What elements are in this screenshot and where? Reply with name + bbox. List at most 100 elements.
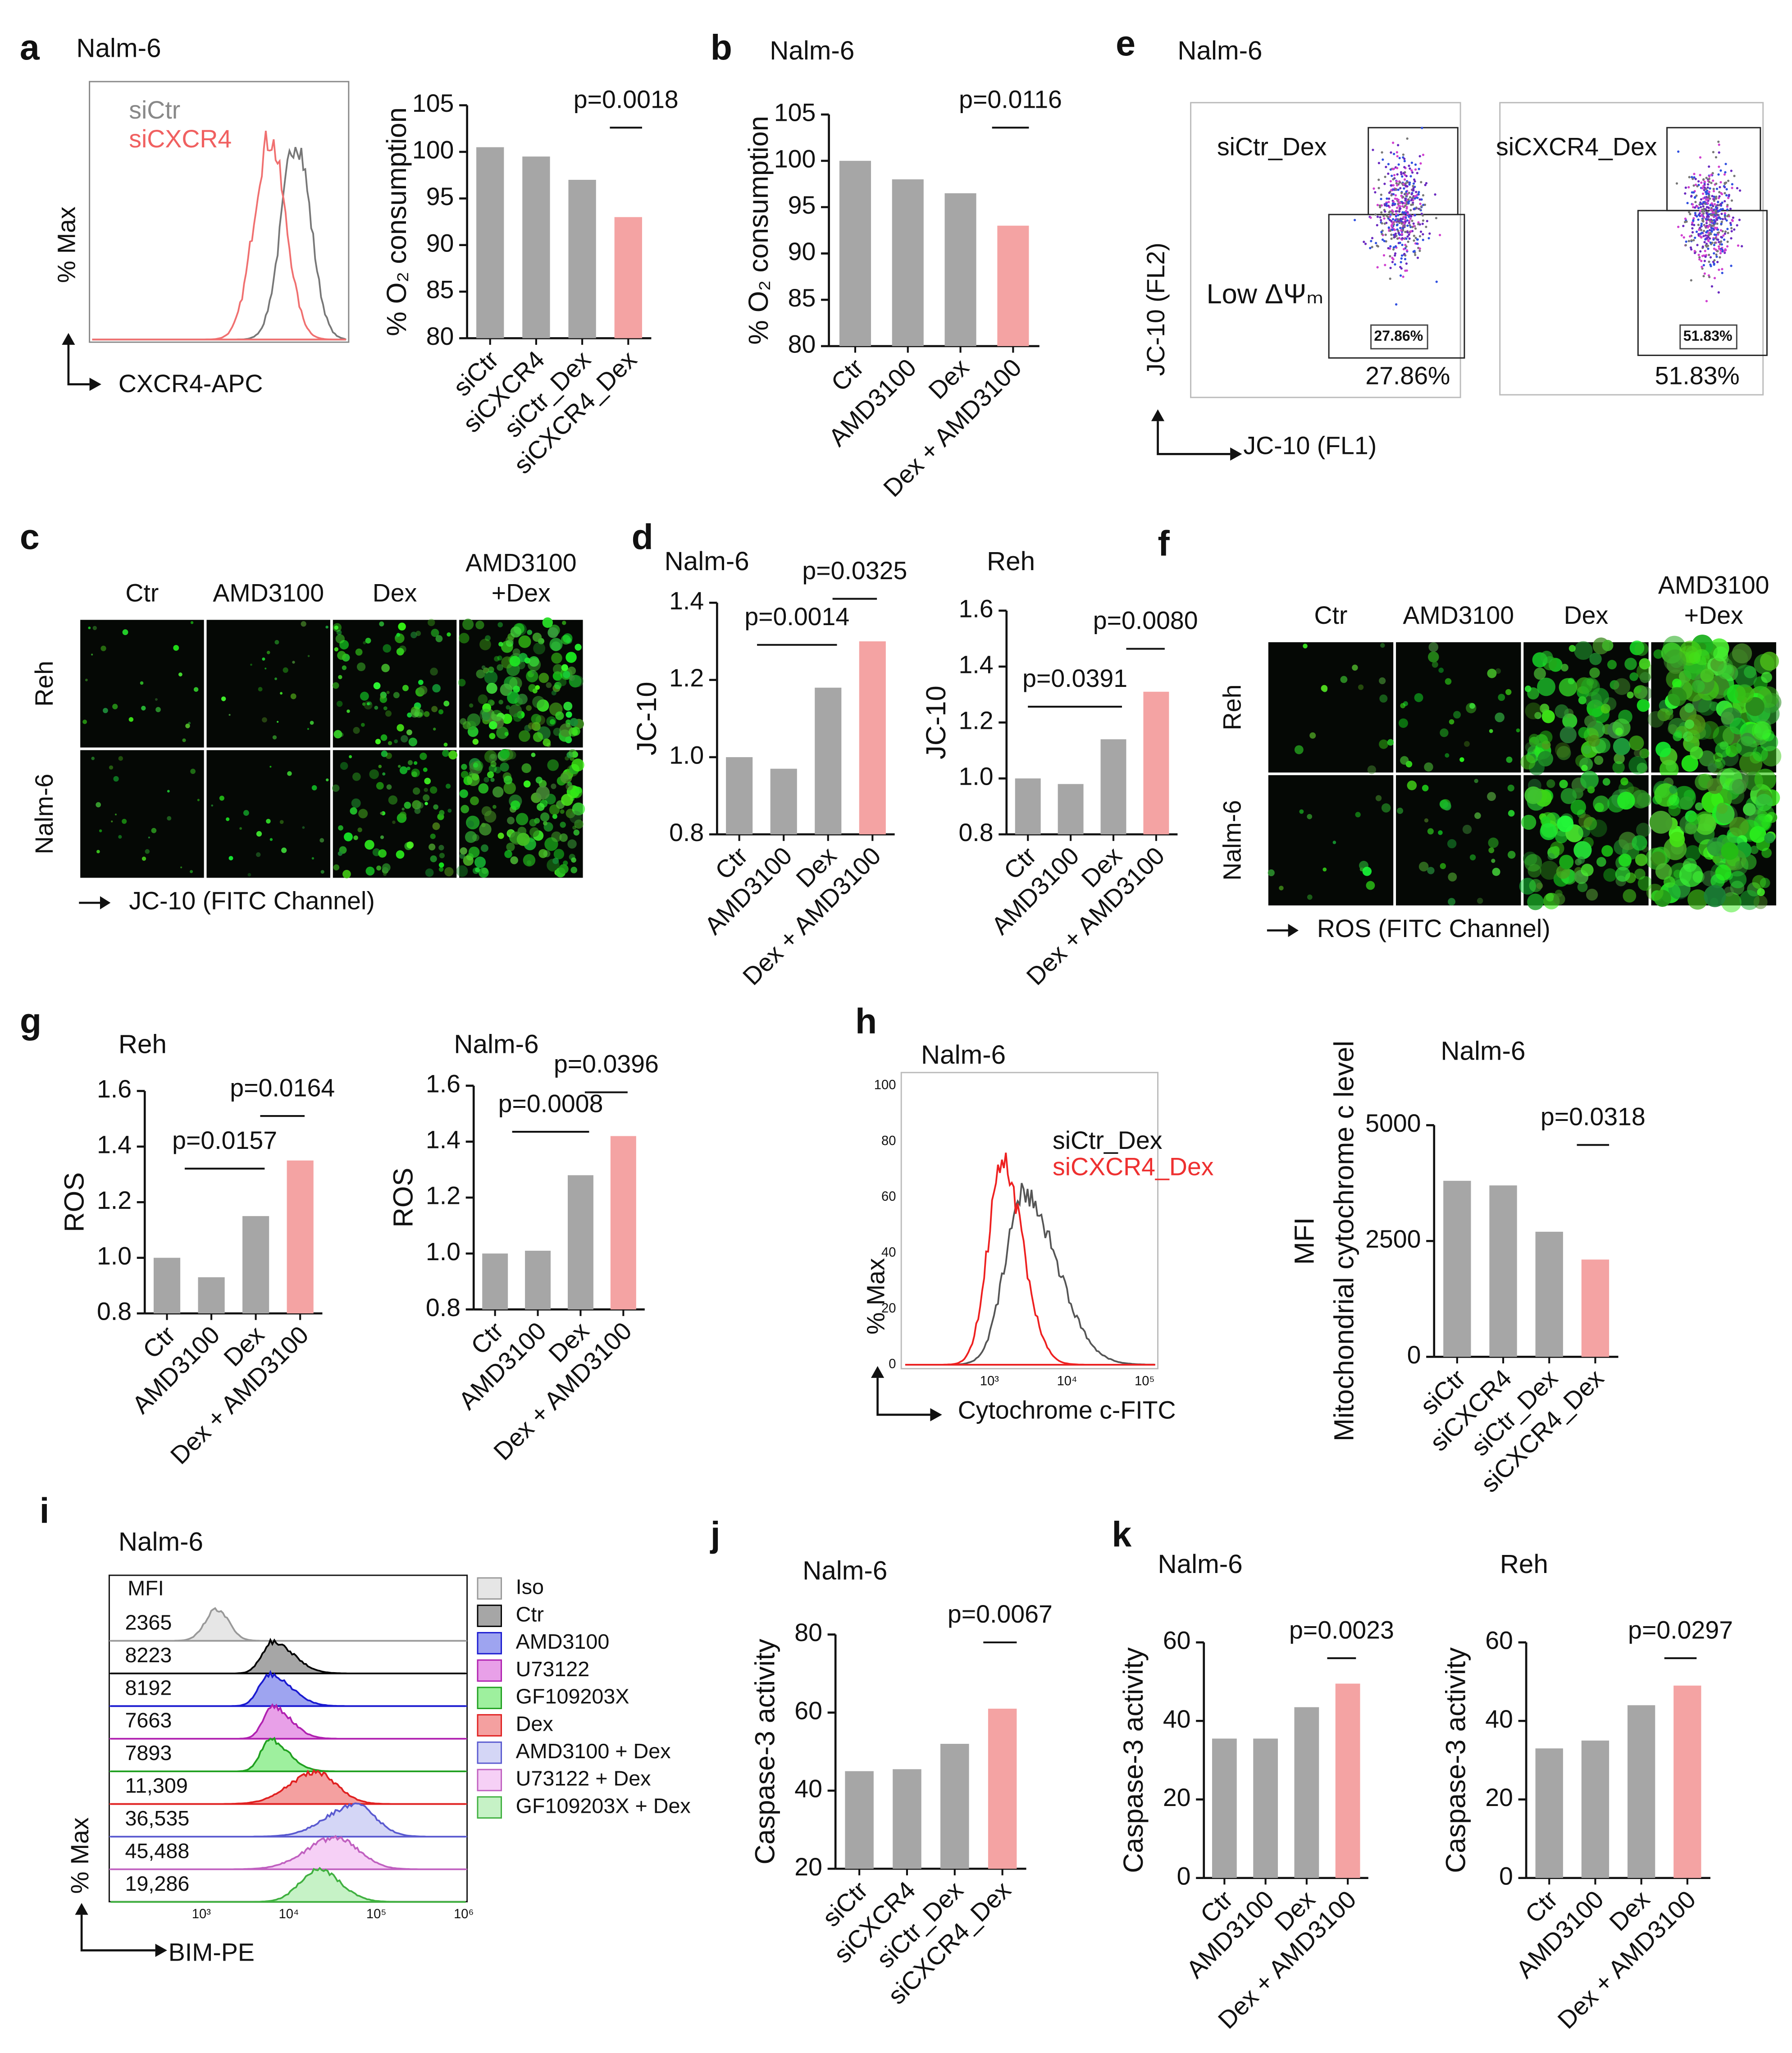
bar — [1100, 739, 1126, 835]
cell — [1366, 881, 1375, 890]
row-label: Nalm-6 — [30, 774, 58, 855]
cell — [1507, 850, 1516, 859]
event — [1408, 237, 1411, 240]
cell — [386, 784, 392, 790]
event — [1709, 241, 1712, 244]
cell — [280, 692, 283, 695]
y-tick-label: 100 — [874, 1078, 896, 1093]
event — [1391, 229, 1394, 231]
event — [1686, 201, 1689, 205]
event — [1717, 201, 1719, 204]
cell — [1581, 865, 1589, 873]
cell — [510, 800, 520, 810]
cell — [428, 618, 435, 626]
event — [1701, 210, 1704, 213]
event — [1389, 266, 1392, 270]
event — [1400, 257, 1403, 260]
cell — [1602, 640, 1614, 651]
event — [1704, 250, 1706, 252]
cell — [310, 721, 314, 725]
cell — [1687, 730, 1701, 744]
cell — [1707, 763, 1717, 773]
y-tick-label: 40 — [1163, 1705, 1191, 1733]
event — [1717, 173, 1720, 176]
event — [1732, 216, 1735, 219]
event — [1700, 229, 1703, 232]
bar — [476, 147, 504, 338]
cell — [1322, 867, 1327, 872]
legend-swatch — [477, 1769, 502, 1792]
cell — [448, 750, 458, 760]
chart-title: Reh — [987, 547, 1035, 576]
event — [1720, 222, 1723, 225]
event — [1724, 163, 1727, 165]
cell — [292, 661, 295, 664]
cell — [1713, 752, 1723, 762]
event — [1412, 185, 1414, 187]
y-axis-label: MFI — [1289, 1217, 1320, 1265]
arrow-head — [1288, 924, 1299, 937]
event — [1685, 240, 1687, 243]
event — [1708, 229, 1711, 232]
event — [1384, 210, 1386, 213]
panel-label: d — [632, 517, 653, 557]
event — [1394, 263, 1396, 266]
x-tick-label: 10⁴ — [1057, 1374, 1077, 1389]
cell — [228, 856, 233, 861]
cell — [1707, 778, 1723, 794]
event — [1708, 180, 1710, 183]
cell — [429, 843, 436, 850]
event — [1716, 228, 1719, 231]
event — [1730, 237, 1733, 240]
event — [1688, 176, 1691, 178]
event — [1387, 247, 1390, 250]
cell — [380, 812, 383, 815]
event — [1414, 214, 1417, 217]
cell — [459, 853, 465, 859]
event — [1692, 219, 1695, 222]
event — [1689, 213, 1692, 215]
y-axis-label: Caspase-3 activity — [749, 1639, 780, 1865]
cell — [1379, 694, 1388, 703]
cell — [529, 818, 537, 827]
event — [1423, 203, 1426, 206]
cell — [1578, 814, 1592, 828]
event — [1390, 238, 1393, 240]
column-label: AMD3100 — [465, 549, 577, 576]
event — [1398, 221, 1401, 224]
event — [1711, 195, 1714, 197]
histogram-curve — [110, 1866, 466, 1903]
event — [1729, 222, 1732, 224]
event — [1410, 215, 1413, 218]
event — [1699, 156, 1702, 159]
cell — [334, 625, 339, 630]
cell — [1719, 741, 1728, 750]
event — [1731, 187, 1733, 189]
cell — [1654, 890, 1671, 907]
event — [1718, 241, 1720, 243]
panel-label: g — [20, 1001, 41, 1041]
y-tick-label: 100 — [412, 136, 454, 164]
x-tick-label: 10⁴ — [278, 1907, 299, 1921]
cell — [369, 769, 379, 779]
event — [1391, 202, 1394, 205]
cell — [1735, 684, 1754, 704]
histogram-curve — [92, 146, 347, 341]
event — [1406, 219, 1409, 222]
cell — [398, 765, 401, 768]
event — [1718, 195, 1721, 198]
cell — [483, 777, 489, 783]
cell — [1721, 712, 1734, 725]
cell — [500, 762, 509, 772]
cell — [1508, 810, 1515, 817]
cell — [356, 662, 366, 672]
event — [1708, 195, 1710, 197]
event — [1691, 221, 1694, 224]
cell — [1528, 864, 1541, 878]
cell — [503, 782, 516, 795]
event — [1406, 231, 1409, 233]
y-tick-label: 60 — [1485, 1627, 1513, 1655]
p-value: p=0.0318 — [1541, 1103, 1646, 1131]
event — [1401, 205, 1404, 208]
event — [1394, 233, 1396, 236]
